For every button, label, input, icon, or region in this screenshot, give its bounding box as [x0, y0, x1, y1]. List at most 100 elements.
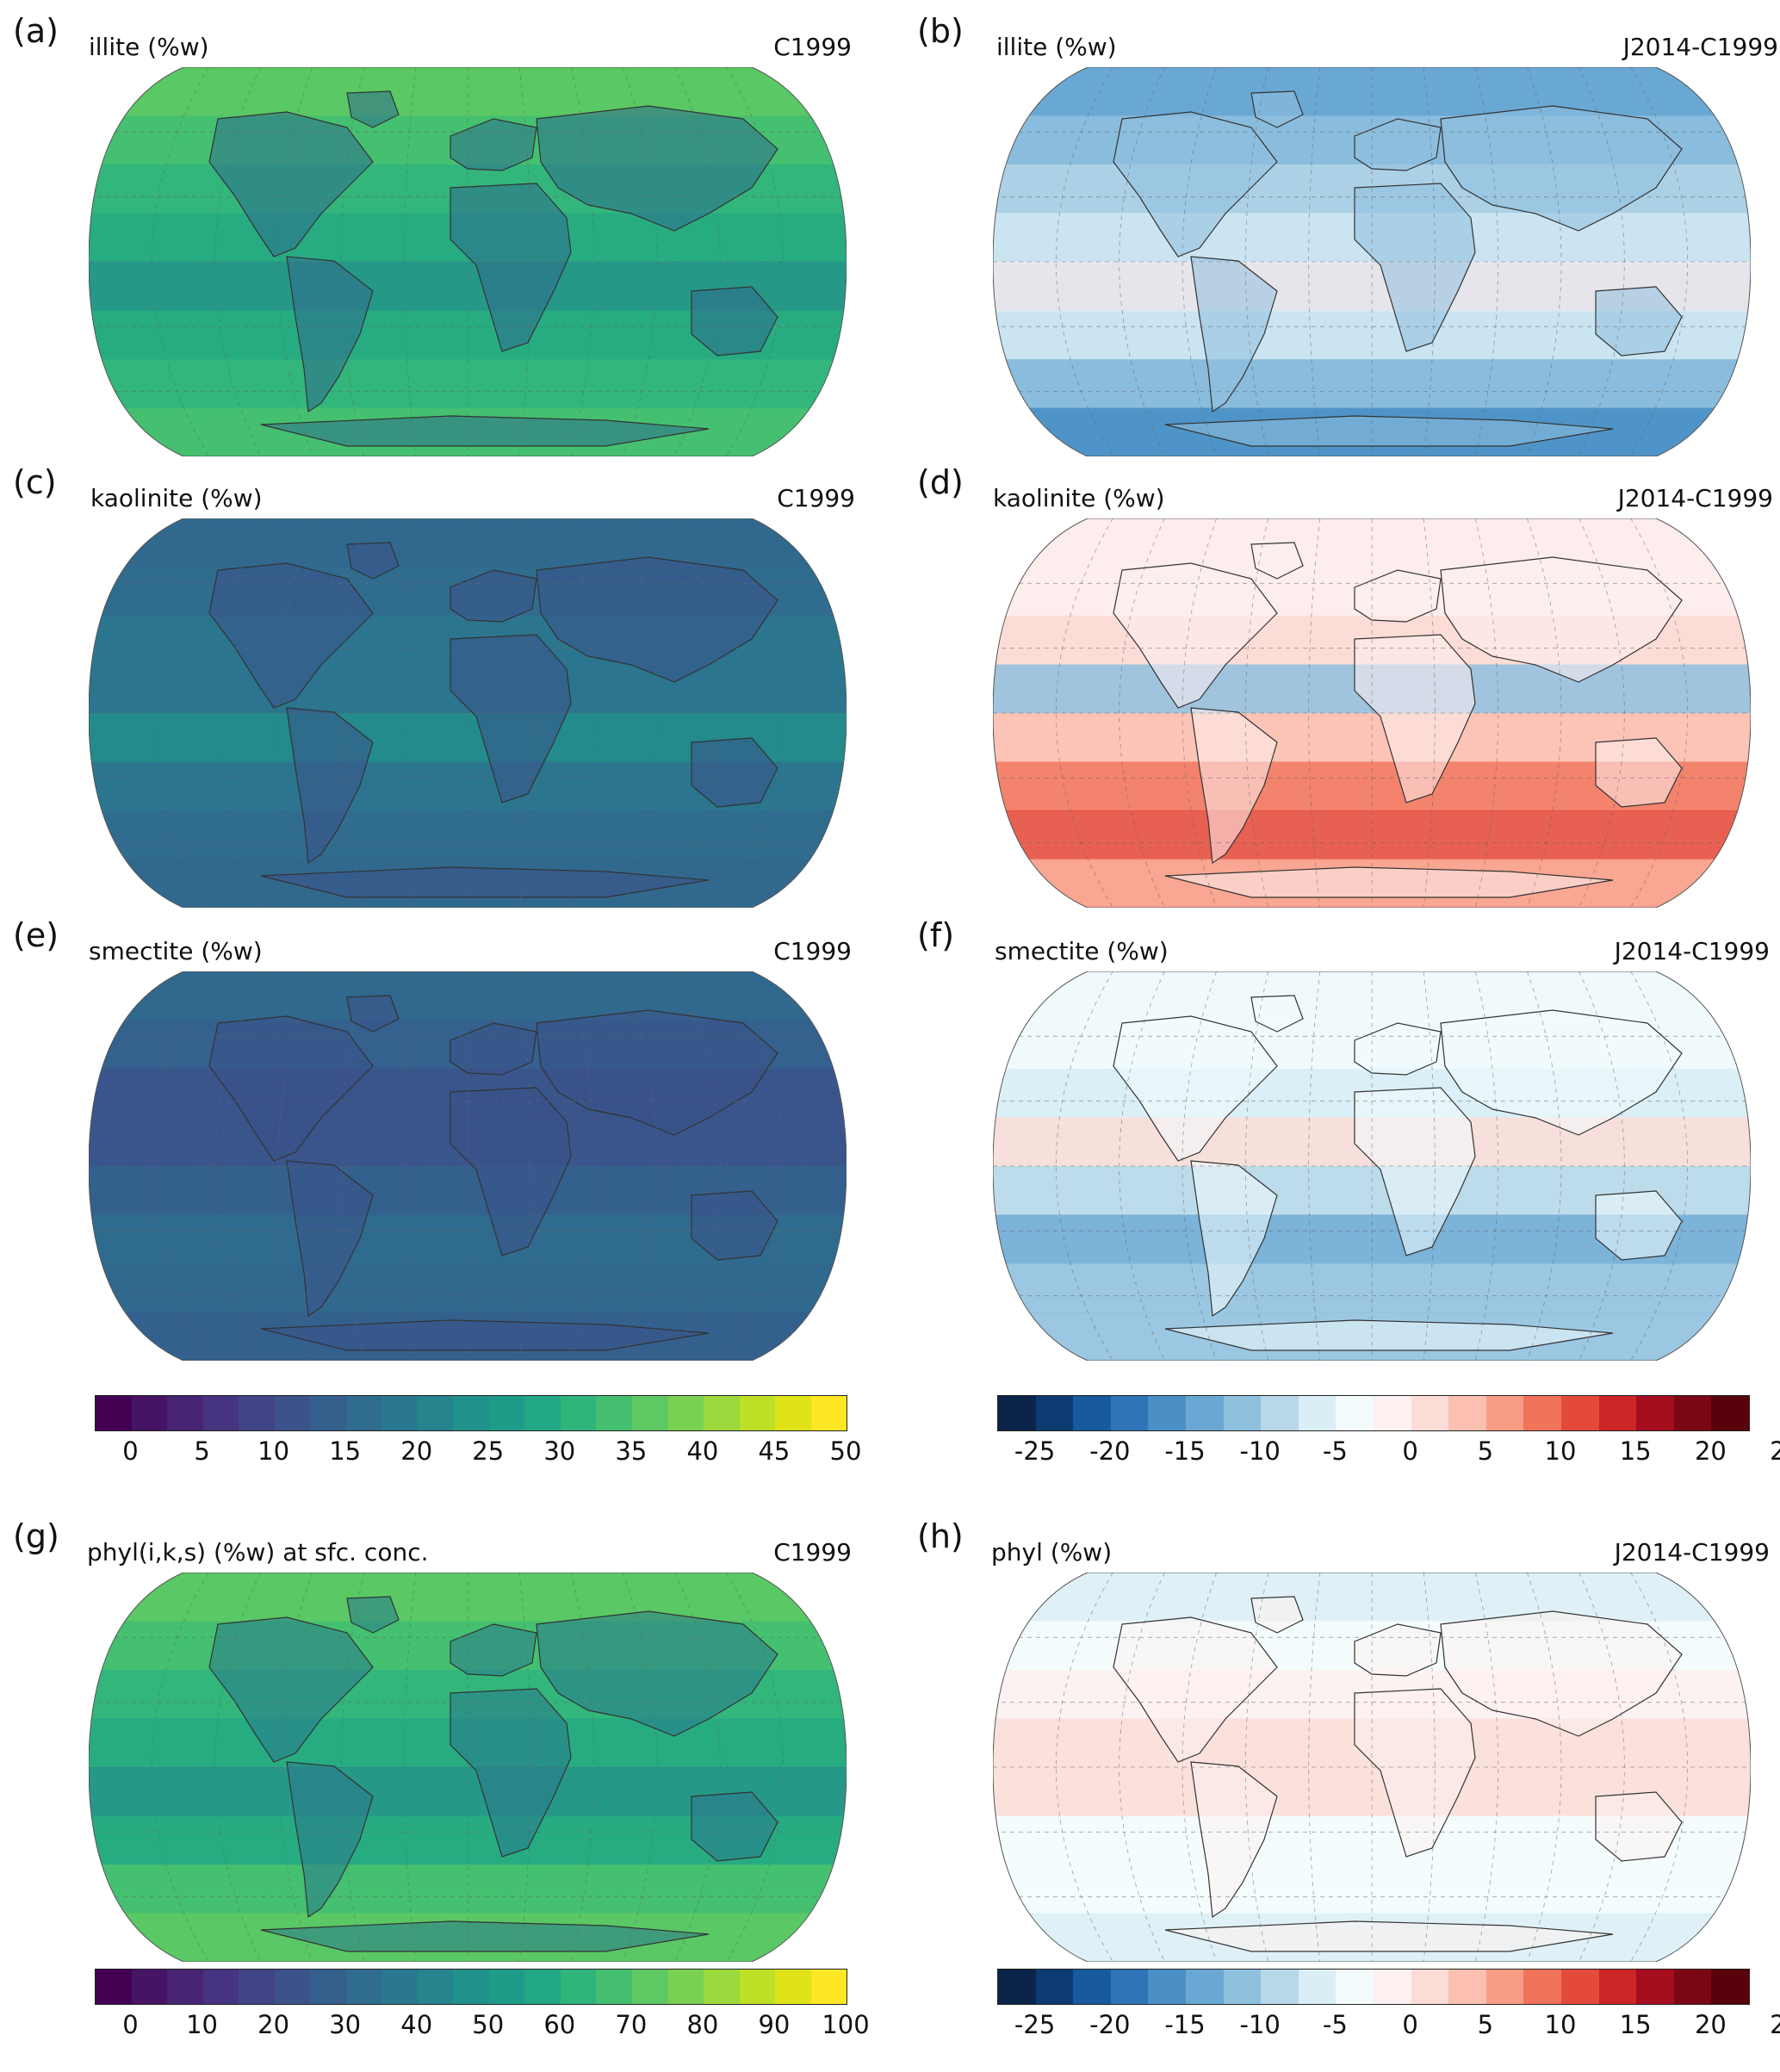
colorbar-absolute-percent: 0 10 20 30 40 50 60 70 80 90 100: [95, 1969, 870, 2055]
colorbar-swatch: [1035, 1396, 1074, 1430]
colorbar-swatch: [1261, 1396, 1299, 1430]
colorbar-swatch: [1373, 1970, 1411, 2004]
colorbar-strip: [997, 1395, 1750, 1431]
colorbar-swatch: [596, 1970, 632, 2004]
panel-experiment-label: C1999: [773, 937, 852, 965]
colorbar-tick-label: -25: [1014, 2010, 1056, 2039]
colorbar-swatch: [1560, 1970, 1599, 2004]
colorbar-tick-label: 60: [543, 2010, 576, 2039]
graticule-meridian: [1119, 1573, 1165, 1962]
colorbar-swatch: [167, 1970, 203, 2004]
colorbar-tick-label: -5: [1322, 1436, 1348, 1466]
latitude-band: [89, 1864, 847, 1914]
colorbar-tick-label: 15: [1619, 2010, 1652, 2039]
panel-variable-title: phyl(i,k,s) (%w) at sfc. conc.: [87, 1538, 429, 1566]
colorbar-strip: [95, 1969, 847, 2005]
continent-outline: [260, 866, 710, 898]
continent-outline: [1250, 542, 1304, 580]
continent-outline: [208, 1616, 374, 1763]
panel-g: (g) phyl(i,k,s) (%w) at sfc. conc. C1999: [13, 1517, 874, 1963]
graticule-meridian: [623, 518, 658, 908]
colorbar-tick-label: -20: [1089, 1436, 1131, 1466]
graticule-meridian: [1181, 971, 1217, 1361]
panel-f: (f) smectite (%w) J2014-C1999: [917, 916, 1778, 1362]
graticule-meridian: [1578, 67, 1625, 456]
latitude-band: [993, 1573, 1751, 1622]
colorbar-swatch: [704, 1970, 740, 2004]
colorbar-tick-label: -10: [1239, 2010, 1281, 2039]
panel-experiment-label: J2014-C1999: [1614, 1538, 1770, 1566]
colorbar-tick-label: -20: [1089, 2010, 1131, 2039]
continent-outline: [1190, 1761, 1278, 1919]
colorbar-swatch: [1261, 1970, 1299, 2004]
continent-outline: [1164, 866, 1614, 898]
latitude-band: [89, 1573, 847, 1622]
continent-outline: [286, 1761, 374, 1919]
colorbar-tick-label: 25: [1770, 1436, 1780, 1466]
colorbar-tick-label: 10: [1544, 1436, 1577, 1466]
graticule-meridian: [1244, 1573, 1269, 1962]
map-svg: [88, 1572, 847, 1963]
colorbar-swatch: [631, 1396, 668, 1430]
colorbar-tick-label: 20: [1694, 2010, 1727, 2039]
continent-outline: [450, 1022, 537, 1076]
continent-outline: [1113, 1616, 1278, 1763]
colorbar-tick-label: 5: [194, 1436, 210, 1466]
graticule-meridian: [1244, 518, 1269, 908]
latitude-band: [993, 359, 1751, 409]
continent-outline: [1354, 118, 1442, 171]
graticule-meridian: [1527, 67, 1562, 456]
colorbar-swatch: [274, 1970, 311, 2004]
continent-outline: [536, 1009, 778, 1136]
graticule-meridian: [214, 67, 261, 456]
panel-variable-title: kaolinite (%w): [993, 484, 1165, 512]
colorbar-swatch: [1485, 1970, 1524, 2004]
colorbar-difference-percent: -25 -20 -15 -10 -5 0 5 10 15 20 25: [997, 1395, 1780, 1481]
map-svg: [88, 971, 847, 1362]
colorbar-tick-label: 40: [686, 1436, 719, 1466]
continent-outline: [1440, 556, 1683, 683]
graticule-meridian: [1423, 1573, 1436, 1962]
colorbar-absolute-percent: 0 5 10 15 20 25 30 35 40 45 50: [95, 1395, 861, 1481]
colorbar-swatch: [1073, 1970, 1111, 2004]
graticule-meridian: [340, 1573, 365, 1962]
continent-outline: [1440, 105, 1683, 232]
world-map: [992, 518, 1752, 909]
colorbar-swatch: [667, 1970, 704, 2004]
colorbar-swatch: [1148, 1396, 1186, 1430]
colorbar-swatch: [131, 1970, 168, 2004]
graticule-meridian: [214, 971, 261, 1361]
graticule-meridian: [1527, 518, 1562, 908]
graticule-meridian: [1244, 971, 1269, 1361]
colorbar-swatch: [202, 1970, 239, 2004]
map-svg: [992, 66, 1752, 457]
continent-outline: [1164, 415, 1614, 447]
colorbar-swatch: [1448, 1396, 1486, 1430]
latitude-band: [993, 971, 1751, 1021]
colorbar-tick-label: 0: [1402, 1436, 1418, 1466]
map-svg: [88, 66, 847, 457]
latitude-band: [89, 971, 847, 1021]
colorbar-swatch: [1598, 1396, 1637, 1430]
colorbar-swatch: [488, 1970, 525, 2004]
colorbar-tick-label: 0: [122, 2010, 139, 2039]
latitude-band: [89, 67, 847, 117]
colorbar-swatch: [1148, 1970, 1186, 2004]
colorbar-tick-label: 40: [400, 2010, 433, 2039]
graticule-meridian: [1119, 67, 1165, 456]
continent-outline: [536, 1610, 778, 1737]
continent-outline: [450, 118, 537, 171]
continent-outline: [1440, 1610, 1683, 1737]
colorbar-swatch: [1636, 1396, 1674, 1430]
panel-letter: (c): [13, 463, 57, 501]
graticule-meridian: [1119, 518, 1165, 908]
graticule-meridian: [674, 971, 721, 1361]
continent-outline: [208, 1015, 374, 1162]
colorbar-swatch: [560, 1970, 597, 2004]
graticule-meridian: [1308, 518, 1321, 908]
colorbar-tick-label: -10: [1239, 1436, 1281, 1466]
colorbar-swatch: [202, 1396, 239, 1430]
colorbar-tick-label: 10: [1544, 2010, 1577, 2039]
colorbar-tick-label: 0: [122, 1436, 139, 1466]
colorbar-tick-label: 5: [1477, 1436, 1494, 1466]
